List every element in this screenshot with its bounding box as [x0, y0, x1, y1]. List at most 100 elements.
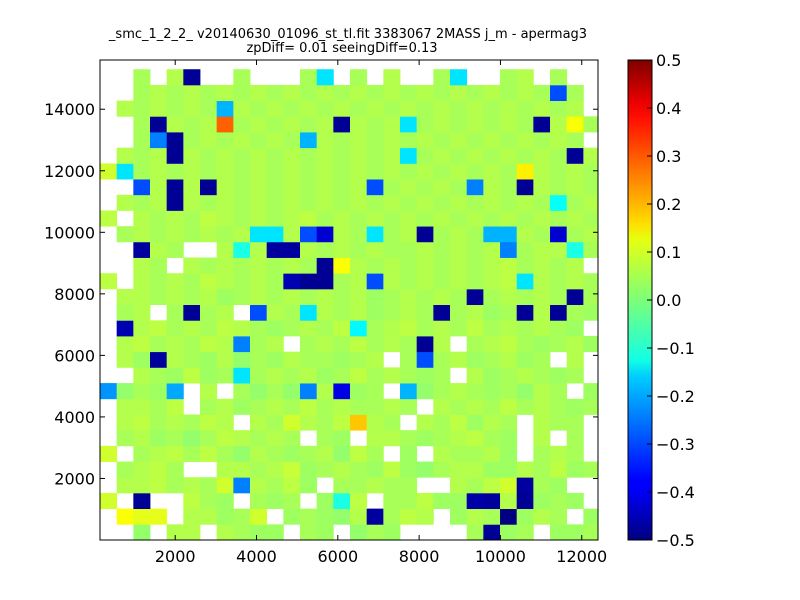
heatmap-cell — [466, 367, 484, 384]
heatmap-cell — [500, 194, 518, 211]
heatmap-cell — [333, 194, 351, 211]
heatmap-cell — [566, 367, 584, 384]
heatmap-cell — [383, 430, 401, 447]
heatmap-cell — [266, 194, 284, 211]
colorbar-tick-label: −0.4 — [656, 483, 695, 502]
heatmap-cell — [583, 304, 599, 321]
heatmap-cell — [566, 226, 584, 243]
heatmap-cell — [366, 304, 384, 321]
heatmap-cell — [383, 461, 401, 478]
heatmap-cell — [233, 445, 251, 462]
heatmap-cell — [266, 226, 284, 243]
heatmap-cell — [350, 508, 368, 525]
heatmap-cell — [383, 492, 401, 510]
heatmap-cell — [166, 288, 184, 306]
heatmap-cell — [183, 492, 201, 510]
heatmap-cell — [516, 241, 534, 258]
heatmap-cell — [383, 147, 401, 164]
heatmap-cell — [500, 414, 518, 431]
heatmap-cell — [150, 116, 168, 133]
heatmap-cell — [166, 241, 184, 258]
heatmap-cell — [250, 461, 268, 478]
heatmap-cell — [416, 367, 434, 384]
heatmap-cell — [583, 116, 599, 133]
heatmap-cell — [316, 288, 334, 306]
heatmap-cell — [183, 508, 201, 525]
heatmap-cell — [433, 398, 451, 415]
heatmap-cell — [516, 461, 534, 478]
x-tick-label: 10000 — [475, 547, 526, 566]
heatmap-cell — [233, 100, 251, 117]
heatmap-cell — [416, 304, 434, 321]
heatmap-cell — [116, 288, 134, 306]
heatmap-cell — [216, 477, 234, 494]
heatmap-cell — [500, 320, 518, 337]
heatmap-cell — [333, 430, 351, 447]
axes: 2000 4000 6000 8000 10000 12000 2000 4000 6000 80… — [44, 60, 607, 566]
heatmap-cell — [466, 210, 484, 227]
heatmap-cell — [466, 336, 484, 353]
colorbar-tick-label: 0.4 — [656, 99, 681, 118]
heatmap-cell — [566, 304, 584, 321]
heatmap-cell — [350, 226, 368, 243]
heatmap-cell — [350, 288, 368, 306]
heatmap-cell — [483, 336, 501, 353]
heatmap-cell — [483, 430, 501, 447]
heatmap-cell — [200, 257, 218, 274]
heatmap-cell — [216, 304, 234, 321]
heatmap-cell — [450, 383, 468, 400]
heatmap-cell — [516, 508, 534, 525]
heatmap-cell — [233, 461, 251, 478]
heatmap-cell — [266, 351, 284, 368]
heatmap-cell — [533, 304, 551, 321]
heatmap-cell — [550, 257, 568, 274]
heatmap-cell — [350, 147, 368, 164]
heatmap-cell — [400, 132, 418, 149]
heatmap-cell — [450, 226, 468, 243]
heatmap-cell — [350, 320, 368, 337]
heatmap-cell — [533, 445, 551, 462]
heatmap-cell — [333, 414, 351, 431]
heatmap-cell — [183, 257, 201, 274]
heatmap-cell — [366, 179, 384, 196]
heatmap-cell — [333, 304, 351, 321]
heatmap-cell — [183, 147, 201, 164]
heatmap-cell — [583, 508, 599, 525]
heatmap-cell — [200, 179, 218, 196]
heatmap-cell — [416, 383, 434, 400]
heatmap-cell — [150, 383, 168, 400]
heatmap-cell — [566, 430, 584, 447]
heatmap-cell — [400, 241, 418, 258]
heatmap-cell — [483, 477, 501, 494]
heatmap-cell — [500, 210, 518, 227]
heatmap-cell — [200, 336, 218, 353]
heatmap-cell — [550, 69, 568, 86]
heatmap-cell — [250, 194, 268, 211]
heatmap-cell — [400, 492, 418, 510]
heatmap-cell — [383, 100, 401, 117]
y-tick-label: 4000 — [54, 408, 95, 427]
heatmap-cell — [583, 383, 599, 400]
heatmap-cell — [366, 383, 384, 400]
heatmap-cell — [550, 147, 568, 164]
heatmap-cell — [566, 257, 584, 274]
heatmap-cell — [466, 492, 484, 510]
heatmap-cell — [350, 445, 368, 462]
heatmap-cell — [150, 336, 168, 353]
heatmap-cell — [383, 336, 401, 353]
heatmap-cell — [366, 414, 384, 431]
heatmap-cell — [316, 320, 334, 337]
heatmap-cell — [466, 304, 484, 321]
heatmap-cell — [566, 116, 584, 133]
heatmap-cell — [133, 320, 151, 337]
heatmap-cell — [200, 288, 218, 306]
chart-subtitle: zpDiff= 0.01 seeingDiff=0.13 — [246, 41, 437, 56]
heatmap-cell — [316, 461, 334, 478]
heatmap-cell — [466, 273, 484, 290]
heatmap-cell — [383, 398, 401, 415]
heatmap-cell — [400, 84, 418, 102]
heatmap-cell — [483, 194, 501, 211]
heatmap-cell — [466, 320, 484, 337]
heatmap-cell — [150, 132, 168, 149]
heatmap-cell — [316, 524, 334, 541]
